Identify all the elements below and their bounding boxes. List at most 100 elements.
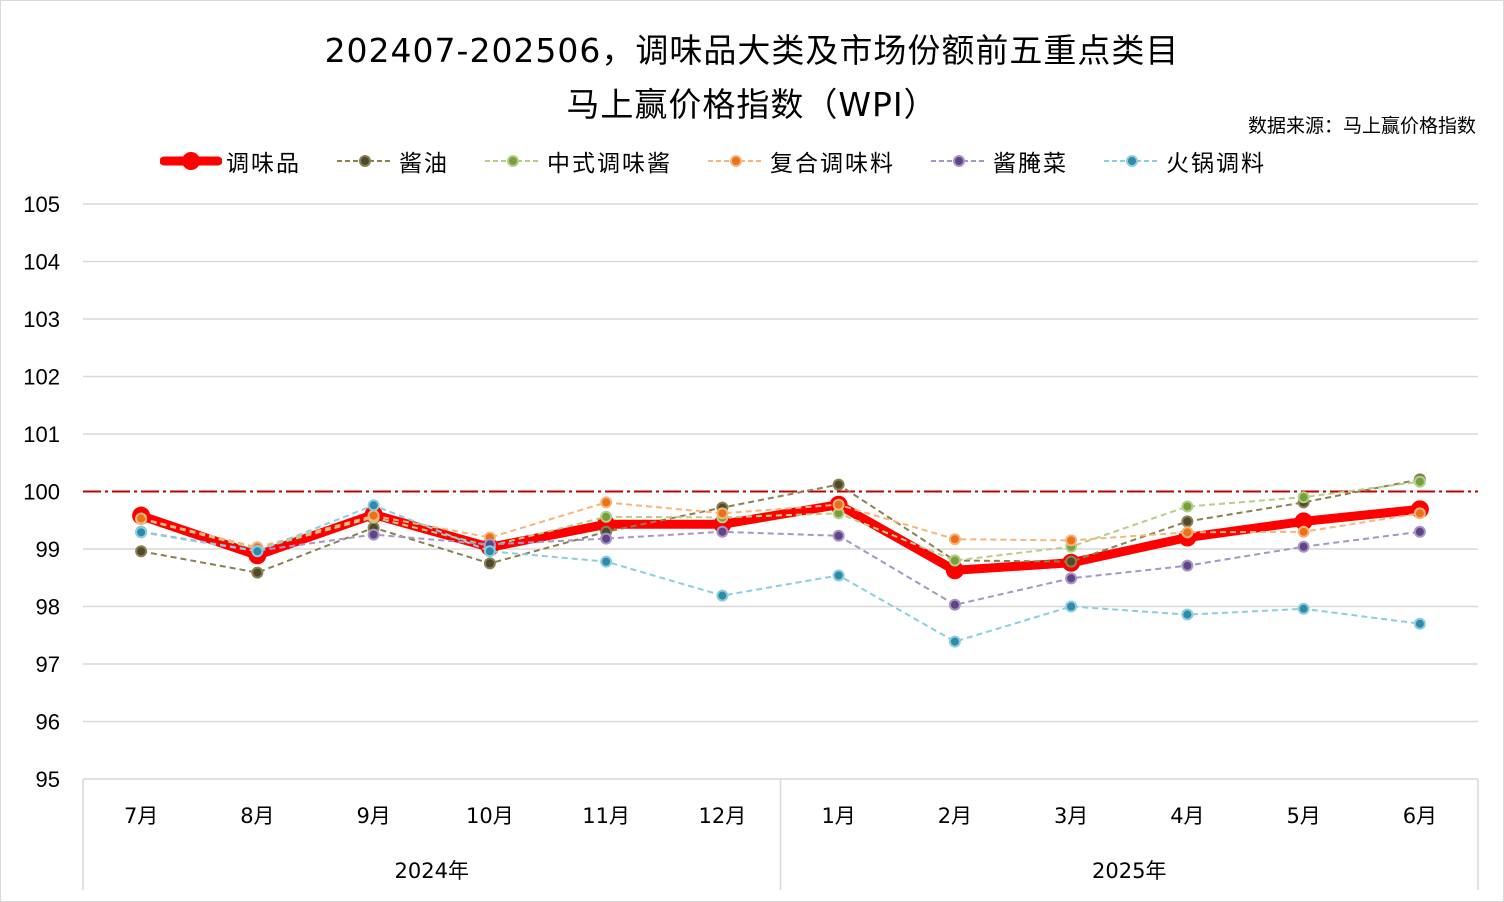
y-tick-label: 103 — [23, 307, 60, 332]
legend-label: 复合调味料 — [770, 151, 895, 177]
data-point[interactable] — [832, 478, 845, 491]
data-point[interactable] — [251, 566, 264, 579]
data-point[interactable] — [483, 557, 496, 570]
data-point[interactable] — [600, 496, 613, 509]
legend-swatch-icon — [931, 155, 987, 167]
data-point[interactable] — [1413, 475, 1426, 488]
legend-swatch-icon — [708, 155, 764, 167]
x-tick-label: 5月 — [1286, 804, 1320, 828]
data-point[interactable] — [251, 545, 264, 558]
legend-label: 酱腌菜 — [993, 151, 1068, 177]
legend-item-酱腌菜[interactable]: 酱腌菜 — [929, 144, 1068, 178]
series-line — [140, 504, 1421, 643]
legend-item-中式调味酱[interactable]: 中式调味酱 — [483, 144, 672, 178]
legend-swatch-icon — [1104, 155, 1160, 167]
x-group-label: 2025年 — [1092, 859, 1166, 883]
legend-item-火锅调料[interactable]: 火锅调料 — [1102, 144, 1266, 178]
legend-item-复合调味料[interactable]: 复合调味料 — [706, 144, 895, 178]
x-tick-label: 7月 — [124, 804, 158, 828]
x-tick-label: 8月 — [240, 804, 274, 828]
x-tick-label: 10月 — [466, 804, 514, 828]
x-tick-label: 12月 — [699, 804, 747, 828]
series-酱腌菜[interactable] — [135, 525, 1426, 611]
data-source-note: 数据来源：马上赢价格指数 — [1247, 115, 1476, 137]
chart-legend: 调味品 酱油 中式调味酱 复合调味料 酱腌菜 火锅调料 — [160, 145, 1300, 177]
legend-swatch-icon — [485, 155, 541, 167]
data-point[interactable] — [600, 510, 613, 523]
x-tick-label: 11月 — [582, 804, 630, 828]
chart-title-line1: 202407-202506，调味品大类及市场份额前五重点类目 — [324, 31, 1180, 70]
series-复合调味料[interactable] — [135, 496, 1426, 554]
data-point[interactable] — [716, 589, 729, 602]
data-point[interactable] — [1181, 500, 1194, 513]
y-tick-label: 102 — [23, 365, 60, 390]
data-point[interactable] — [1413, 525, 1426, 538]
data-point[interactable] — [135, 526, 148, 539]
x-tick-label: 9月 — [356, 804, 390, 828]
data-point[interactable] — [1065, 572, 1078, 585]
legend-label: 调味品 — [226, 151, 301, 177]
data-point[interactable] — [1181, 526, 1194, 539]
data-point[interactable] — [367, 509, 380, 522]
data-point[interactable] — [1297, 602, 1310, 615]
data-point[interactable] — [1413, 617, 1426, 630]
x-tick-label: 1月 — [821, 804, 855, 828]
y-tick-label: 97 — [36, 652, 60, 677]
data-point[interactable] — [483, 545, 496, 558]
data-point[interactable] — [948, 598, 961, 611]
data-point[interactable] — [1065, 534, 1078, 547]
data-point[interactable] — [1065, 600, 1078, 613]
x-group-label: 2024年 — [395, 859, 469, 883]
data-point[interactable] — [1294, 512, 1313, 531]
data-point[interactable] — [948, 635, 961, 648]
legend-item-酱油[interactable]: 酱油 — [335, 144, 449, 178]
series-line — [140, 530, 1421, 606]
y-tick-label: 95 — [36, 767, 60, 792]
data-point[interactable] — [716, 525, 729, 538]
data-point[interactable] — [1181, 559, 1194, 572]
series-中式调味酱[interactable] — [135, 475, 1426, 567]
legend-label: 火锅调料 — [1166, 151, 1266, 177]
y-tick-label: 98 — [36, 595, 60, 620]
x-tick-label: 4月 — [1170, 804, 1204, 828]
data-point[interactable] — [135, 512, 148, 525]
y-tick-label: 96 — [36, 710, 60, 735]
data-point[interactable] — [600, 532, 613, 545]
series-line — [140, 478, 1421, 574]
legend-label: 酱油 — [399, 151, 449, 177]
y-tick-label: 101 — [23, 422, 60, 447]
data-point[interactable] — [1181, 608, 1194, 621]
legend-label: 中式调味酱 — [547, 151, 672, 177]
x-tick-label: 6月 — [1403, 804, 1437, 828]
data-point[interactable] — [716, 507, 729, 520]
x-tick-label: 2月 — [938, 804, 972, 828]
y-tick-label: 99 — [36, 537, 60, 562]
series-line — [140, 501, 1421, 549]
data-point[interactable] — [600, 555, 613, 568]
data-point[interactable] — [832, 569, 845, 582]
data-point[interactable] — [948, 554, 961, 567]
data-point[interactable] — [948, 533, 961, 546]
data-point[interactable] — [135, 545, 148, 558]
data-point[interactable] — [1297, 525, 1310, 538]
data-point[interactable] — [832, 498, 845, 511]
x-tick-label: 3月 — [1054, 804, 1088, 828]
data-point[interactable] — [1297, 540, 1310, 553]
y-tick-label: 100 — [23, 480, 60, 505]
y-tick-label: 105 — [23, 192, 60, 217]
chart-title-line2: 马上赢价格指数（WPI） — [566, 85, 938, 124]
data-point[interactable] — [1181, 515, 1194, 528]
legend-swatch-icon — [337, 155, 393, 167]
data-point[interactable] — [367, 499, 380, 512]
series-火锅调料[interactable] — [135, 499, 1426, 648]
data-point[interactable] — [945, 561, 964, 580]
y-tick-label: 104 — [23, 250, 60, 275]
data-point[interactable] — [832, 529, 845, 542]
data-point[interactable] — [1065, 555, 1078, 568]
data-point[interactable] — [367, 528, 380, 541]
data-point[interactable] — [1413, 507, 1426, 520]
legend-swatch-icon — [160, 152, 222, 170]
legend-item-调味品[interactable]: 调味品 — [160, 144, 301, 178]
data-point[interactable] — [1297, 491, 1310, 504]
